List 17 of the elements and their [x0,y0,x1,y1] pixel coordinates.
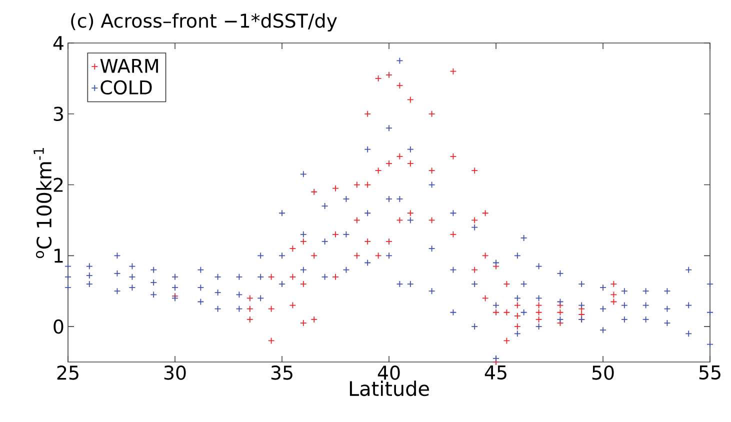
x-tick-label: 45 [484,366,506,380]
y-tick-label: 2 [54,178,63,192]
y-tick-label: 4 [53,36,64,50]
x-tick-label: 40 [378,366,400,380]
x-axis-title: Latitude [350,380,429,396]
y-tick-label: 1 [54,248,63,263]
chart-title: (c) Across–front −1*dSST/dy [71,13,337,32]
x-tick-label: 35 [271,366,292,380]
legend-label: WARM [100,58,158,73]
y-tick-label: 0 [54,319,64,334]
x-tick-label: 30 [164,366,186,380]
x-tick-label: 55 [699,366,720,380]
x-tick-label: 50 [592,366,614,380]
legend-label: COLD [100,80,152,95]
x-tick-label: 25 [57,366,78,380]
y-axis-title: $^{o}$C 100km$^{-1}$ [34,148,52,258]
y-tick-label: 3 [54,106,63,122]
